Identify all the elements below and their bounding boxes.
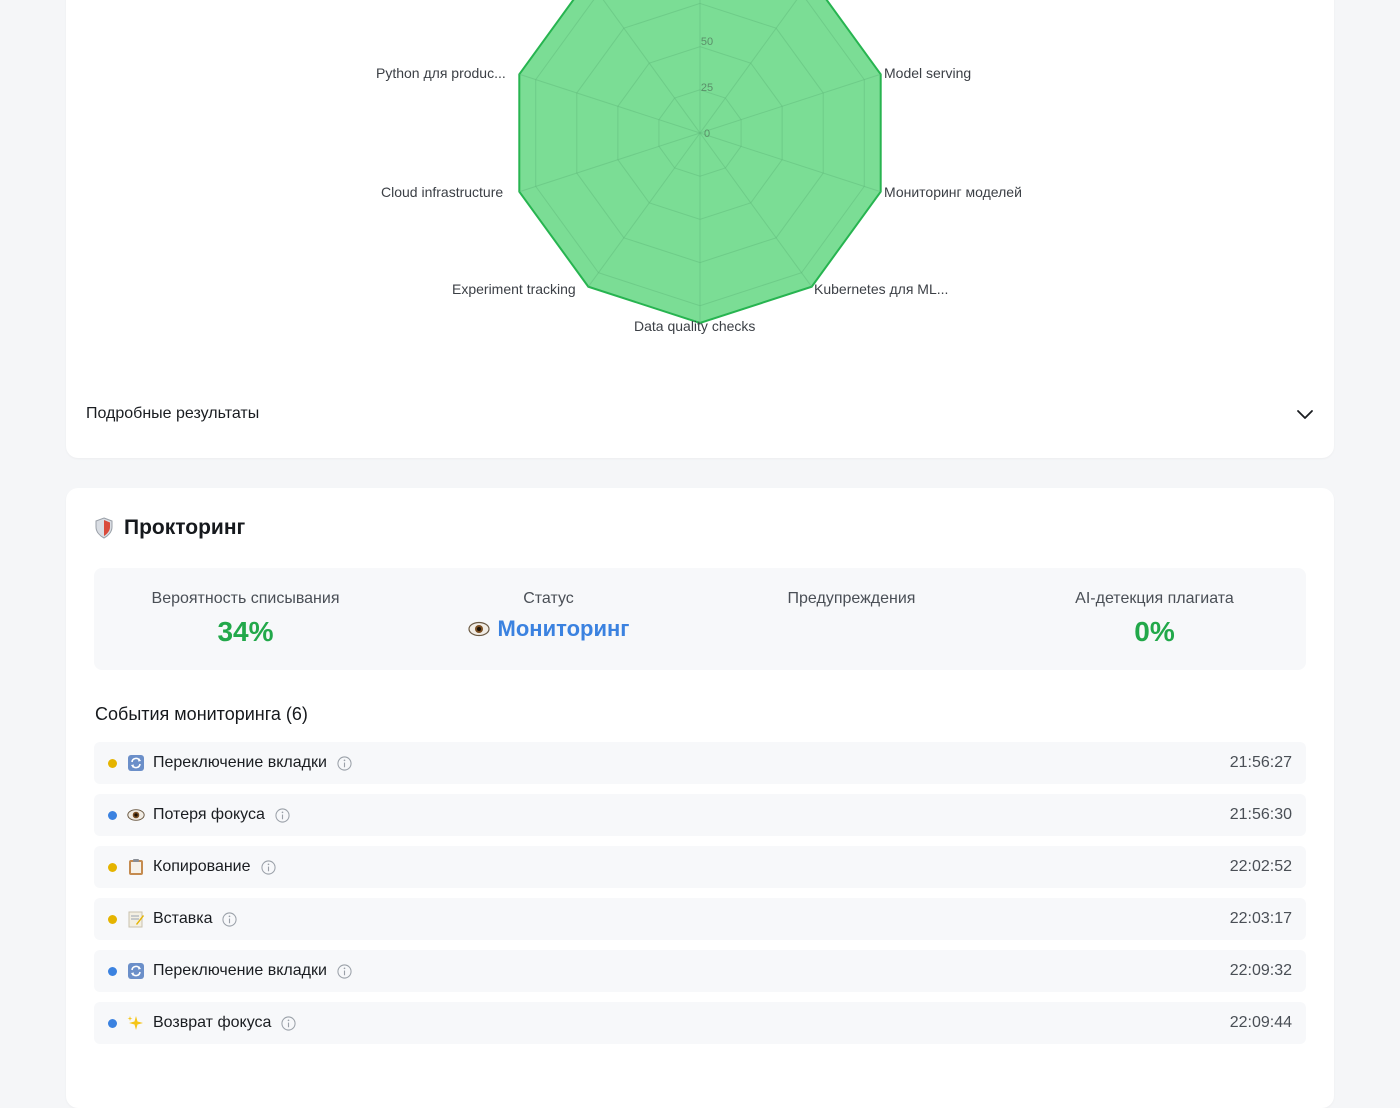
info-icon[interactable] (337, 963, 352, 979)
stat-ai-detection: AI-детекция плагиата 0% (1003, 568, 1306, 670)
stat-status: Статус Мониторинг (397, 568, 700, 670)
event-dot (108, 862, 117, 872)
clipboard-icon (127, 858, 145, 876)
stat-label: Вероятность списывания (151, 590, 340, 607)
event-row: Вставка 22:03:17 (94, 898, 1306, 940)
event-row: Копирование 22:02:52 (94, 846, 1306, 888)
event-label: Переключение вкладки (153, 962, 327, 979)
info-icon[interactable] (281, 1015, 296, 1031)
skills-card: 0 25 50 Model serving Мониторинг моделей K… (66, 0, 1334, 458)
event-dot (108, 758, 117, 768)
status-value-row: Мониторинг (467, 616, 630, 642)
chevron-down-icon[interactable] (1296, 405, 1314, 423)
radar-spoke (519, 132, 701, 193)
details-title: Подробные результаты (86, 405, 260, 422)
stat-label: AI-детекция плагиата (1075, 590, 1234, 607)
radar-series-area (518, 0, 882, 325)
proctoring-header: Прокторинг (94, 516, 245, 540)
stat-label: Статус (523, 590, 574, 607)
event-label: Возврат фокуса (153, 1014, 272, 1031)
event-row: Переключение вкладки 22:09:32 (94, 950, 1306, 992)
events-title: События мониторинга (6) (95, 704, 308, 724)
radar-spoke (519, 73, 701, 134)
event-label: Переключение вкладки (153, 754, 327, 771)
event-time: 22:02:52 (1229, 858, 1292, 875)
event-dot (108, 914, 117, 924)
stat-label: Предупреждения (787, 590, 916, 607)
stat-value: 0% (1134, 616, 1175, 647)
radar-spoke (699, 132, 813, 288)
radar-spoke (587, 132, 701, 288)
eye-icon (467, 621, 490, 637)
status-value: Мониторинг (497, 616, 630, 641)
radar-grid-ring (617, 46, 783, 220)
radar-axis-label: Мониторинг моделей (884, 184, 1022, 200)
refresh-icon (127, 962, 145, 980)
radar-scale-tick: 50 (701, 36, 713, 48)
radar-spoke (699, 0, 798, 134)
event-time: 21:56:30 (1229, 806, 1292, 823)
eye-icon (127, 806, 145, 824)
radar-scale-tick: 0 (704, 128, 710, 140)
stat-value: 34% (217, 616, 274, 647)
radar-axis-label: Model serving (884, 65, 972, 81)
radar-axis-label: Data quality checks (634, 318, 756, 334)
radar-grid-ring (658, 89, 742, 177)
event-label: Копирование (153, 858, 251, 875)
event-time: 21:56:27 (1229, 754, 1292, 771)
radar-chart: 0 25 50 (518, 0, 882, 325)
stat-cheat-probability: Вероятность списывания 34% (94, 568, 397, 670)
events-list: Переключение вкладки 21:56:27 Потеря фокус… (94, 742, 1306, 1054)
radar-axis-label: Cloud infrastructure (381, 184, 504, 200)
stat-warnings: Предупреждения (700, 568, 1003, 670)
info-icon[interactable] (260, 859, 276, 875)
event-row: Потеря фокуса 21:56:30 (94, 794, 1306, 836)
event-label: Потеря фокуса (153, 806, 265, 823)
info-icon[interactable] (275, 807, 290, 823)
shield-icon (95, 517, 113, 539)
info-icon[interactable] (337, 755, 352, 771)
event-time: 22:09:32 (1229, 962, 1292, 979)
radar-grid-ring (535, 0, 865, 307)
event-time: 22:09:44 (1229, 1014, 1292, 1031)
radar-axis-label: Experiment tracking (452, 281, 576, 297)
radar-axis-label: Python для produc... (376, 65, 506, 81)
radar-spoke (699, 73, 881, 134)
event-dot (108, 810, 117, 820)
event-dot (108, 966, 117, 976)
info-icon[interactable] (222, 911, 238, 927)
event-time: 22:03:17 (1229, 910, 1292, 927)
details-toggle[interactable]: Подробные результаты (86, 394, 1314, 434)
event-label: Вставка (153, 910, 213, 927)
radar-scale-tick: 25 (701, 82, 713, 94)
sparkles-icon (127, 1014, 145, 1032)
event-row: Возврат фокуса 22:09:44 (94, 1002, 1306, 1044)
event-row: Переключение вкладки 21:56:27 (94, 742, 1306, 784)
proctoring-title: Прокторинг (124, 516, 246, 539)
radar-spoke (602, 0, 701, 134)
radar-axis-label: Kubernetes для ML... (814, 281, 949, 297)
radar-grid-ring (576, 2, 824, 264)
event-dot (108, 1018, 117, 1028)
proctoring-card: Прокторинг Вероятность списывания 34% Ст… (66, 488, 1334, 1108)
proctoring-stats: Вероятность списывания 34% Статус Монито… (94, 568, 1306, 670)
memo-icon (127, 910, 145, 928)
refresh-icon (127, 754, 145, 772)
radar-spoke (699, 132, 881, 193)
